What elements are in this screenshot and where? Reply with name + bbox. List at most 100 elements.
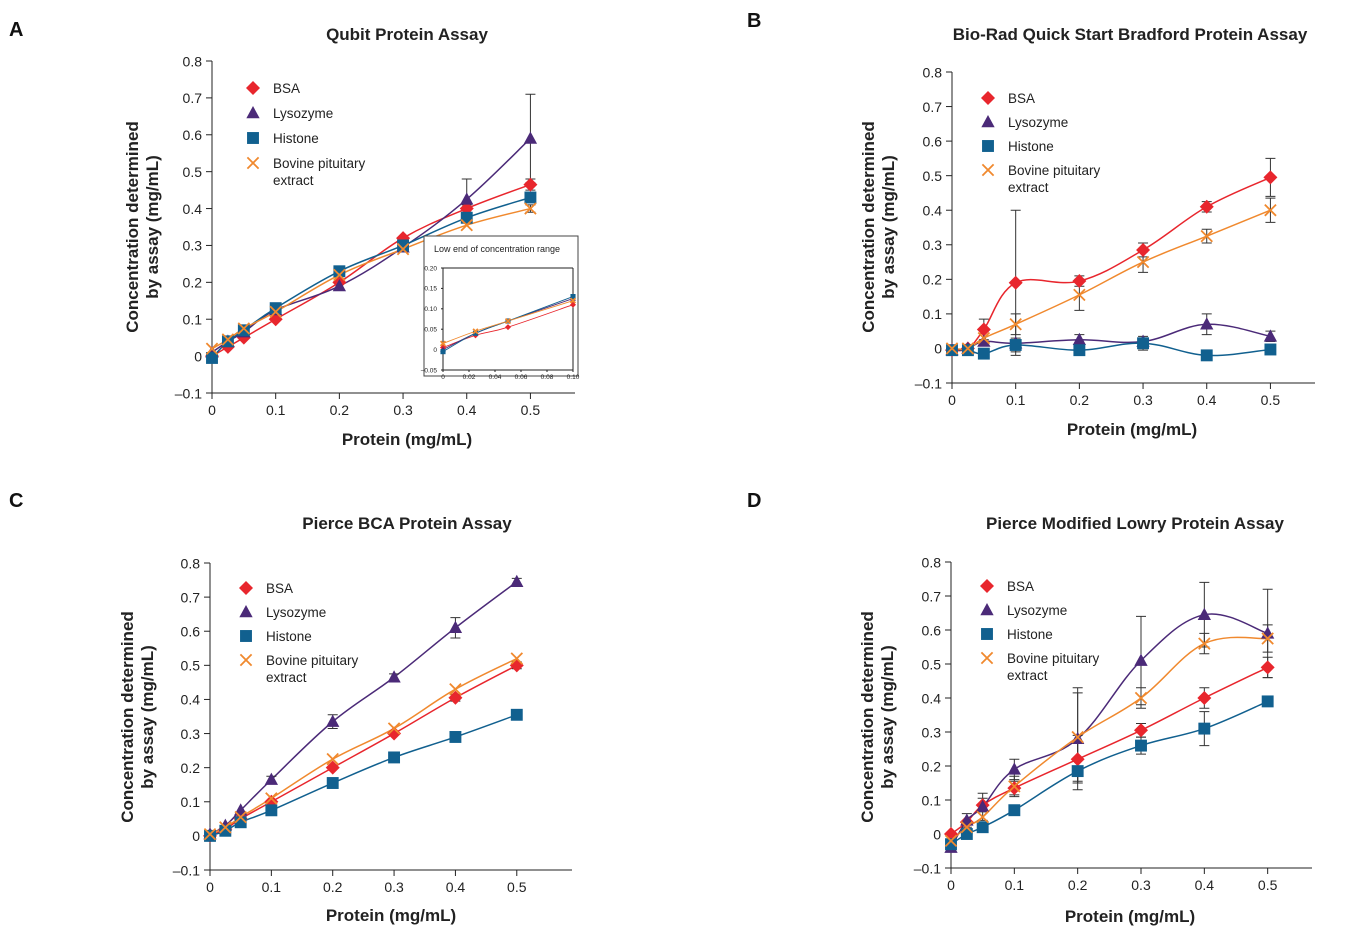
legend-label: Histone xyxy=(273,131,319,146)
y-tick-label: 0.4 xyxy=(183,201,203,217)
chart-title: Pierce BCA Protein Assay xyxy=(302,514,512,533)
data-point xyxy=(219,821,232,834)
x-axis-label: Protein (mg/mL) xyxy=(326,906,456,925)
legend-marker xyxy=(980,579,994,593)
data-point xyxy=(523,131,538,144)
y-tick-label: 0.3 xyxy=(183,238,203,254)
data-point xyxy=(269,305,282,319)
legend-label-line: BSA xyxy=(1007,579,1034,594)
y-tick-label: 0.1 xyxy=(183,312,203,328)
legend: BSA Lysozyme Histone Bovine pituitary extrac… xyxy=(246,81,366,188)
y-axis-label: Concentration determinedby assay (mg/mL) xyxy=(859,121,898,333)
legend-label-line: Lysozyme xyxy=(1008,115,1068,130)
legend-label-line: Histone xyxy=(1007,627,1053,642)
y-tick-label: 0.8 xyxy=(922,554,942,570)
x-tick-label: 0 xyxy=(208,402,216,418)
y-tick-label: 0.5 xyxy=(183,164,203,180)
y-tick-label: 0.3 xyxy=(923,237,943,253)
y-tick-label: 0.5 xyxy=(922,656,942,672)
data-point xyxy=(1199,199,1214,214)
data-point xyxy=(1072,332,1087,346)
inset-y-tick-label: 0.10 xyxy=(424,306,437,313)
data-point xyxy=(1007,781,1022,796)
data-point xyxy=(1261,695,1274,708)
legend-label: Histone xyxy=(1007,627,1053,642)
data-point xyxy=(1137,337,1150,350)
inset-y-tick-label: 0 xyxy=(433,347,437,354)
data-point xyxy=(221,335,234,348)
data-point xyxy=(269,302,282,315)
legend-label: Bovine pituitary extract xyxy=(1008,163,1101,195)
x-tick-label: 0 xyxy=(206,879,214,895)
data-point xyxy=(1264,343,1277,356)
data-point xyxy=(333,265,346,278)
y-tick-label: 0.6 xyxy=(183,127,203,143)
y-tick-label: 0.8 xyxy=(183,53,203,69)
data-point xyxy=(961,344,974,357)
legend-label-line: BSA xyxy=(273,81,300,96)
legend-label: Bovine pituitary extract xyxy=(266,653,359,685)
inset-data-point xyxy=(570,294,576,300)
y-tick-label: 0 xyxy=(934,341,942,357)
y-tick-label: 0.2 xyxy=(922,758,942,774)
legend-label-line: Bovine pituitary xyxy=(273,156,366,171)
x-tick-label: 0.1 xyxy=(1005,877,1025,893)
y-axis-label-line: Concentration determined xyxy=(123,121,142,333)
data-point xyxy=(1073,288,1086,302)
inset-data-point xyxy=(439,340,447,347)
legend-label: Histone xyxy=(266,629,312,644)
legend-marker xyxy=(246,81,260,95)
data-point xyxy=(388,751,401,764)
data-point xyxy=(510,574,524,588)
data-point xyxy=(237,324,250,337)
legend: BSA Lysozyme Histone Bovine pituitary extrac… xyxy=(239,581,359,685)
y-tick-label: –0.1 xyxy=(914,860,941,876)
data-point xyxy=(1197,607,1211,620)
data-point xyxy=(387,726,402,741)
data-point xyxy=(960,828,973,840)
legend-marker xyxy=(246,106,260,119)
data-point xyxy=(234,803,248,816)
legend-label-line: extract xyxy=(1008,180,1049,195)
legend-label-line: Bovine pituitary xyxy=(1008,163,1101,178)
panel-letter: A xyxy=(9,19,23,41)
panel-letter: D xyxy=(747,490,761,512)
y-tick-label: 0.6 xyxy=(922,622,942,638)
y-tick-label: 0.3 xyxy=(922,724,942,740)
x-tick-label: 0.4 xyxy=(446,879,466,895)
data-point xyxy=(396,242,410,256)
series-line-0 xyxy=(209,664,518,837)
x-axis-label: Protein (mg/mL) xyxy=(342,430,472,449)
data-point xyxy=(219,824,232,837)
legend-marker xyxy=(246,156,260,170)
data-point xyxy=(1007,762,1021,775)
legend-marker xyxy=(980,603,994,616)
legend-label: BSA xyxy=(1008,91,1035,106)
data-point xyxy=(221,333,235,346)
data-point xyxy=(1136,242,1151,257)
inset-data-point xyxy=(504,318,512,325)
data-point xyxy=(448,690,463,705)
legend-label-line: Lysozyme xyxy=(1007,603,1067,618)
series-line-0 xyxy=(950,666,1268,835)
y-tick-label: 0.5 xyxy=(923,168,943,184)
legend-label-line: extract xyxy=(266,670,307,685)
inset-data-point xyxy=(569,297,577,304)
x-tick-label: 0.2 xyxy=(1070,392,1090,408)
data-point xyxy=(1260,660,1275,675)
data-point xyxy=(205,342,219,355)
data-point xyxy=(524,202,537,215)
inset-x-tick-label: 0.08 xyxy=(541,374,554,381)
y-tick-label: 0.4 xyxy=(181,692,201,708)
legend-marker xyxy=(239,605,253,618)
series-line-3 xyxy=(951,209,1271,351)
data-point xyxy=(1261,632,1274,645)
data-point xyxy=(510,652,524,665)
data-point xyxy=(1263,329,1278,342)
inset-x-tick-label: 0.06 xyxy=(515,374,528,381)
data-point xyxy=(449,731,462,743)
data-point xyxy=(977,334,991,347)
legend-label-line: Histone xyxy=(266,629,312,644)
series-line-1 xyxy=(950,613,1268,848)
